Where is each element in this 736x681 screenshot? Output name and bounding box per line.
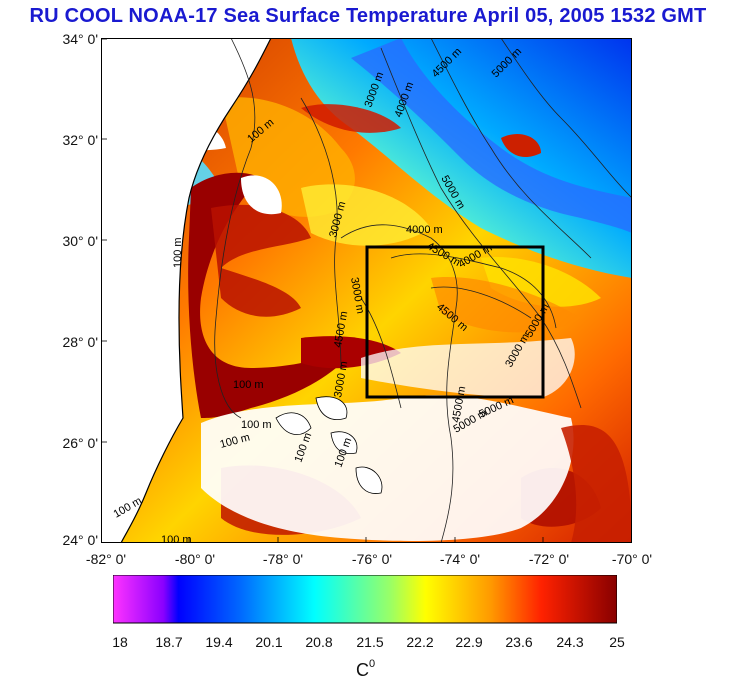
sst-map: 3000 m 4500 m 5000 m 100 m 4000 m 3000 m…: [101, 38, 632, 543]
contour-label: 4000 m: [406, 224, 443, 236]
lat-label: 30° 0': [62, 233, 98, 249]
contour-label: 100 m: [233, 379, 264, 391]
lon-label: -80° 0': [174, 551, 216, 567]
colorbar-tick: 19.4: [205, 634, 233, 650]
colorbar-tick: 20.8: [305, 634, 333, 650]
colorbar-tick: 18.7: [155, 634, 183, 650]
lat-label: 26° 0': [62, 435, 98, 451]
sst-map-canvas: 3000 m 4500 m 5000 m 100 m 4000 m 3000 m…: [101, 38, 632, 543]
contour-label: 100 m: [241, 419, 272, 431]
colorbar-tick: 20.1: [255, 634, 283, 650]
colorbar-tick: 22.2: [406, 634, 434, 650]
lat-label: 24° 0': [62, 532, 98, 548]
study-region-box: [365, 245, 545, 399]
lon-label: -74° 0': [439, 551, 481, 567]
cloud-patch: [241, 175, 282, 215]
colorbar-tick: 23.6: [505, 634, 533, 650]
coastline: [120, 38, 272, 543]
cloud-north: [141, 114, 226, 153]
lon-label: -72° 0': [528, 551, 570, 567]
gulf-stream-core: [188, 172, 351, 418]
colorbar-gradient: [112, 574, 618, 624]
lon-label: -78° 0': [262, 551, 304, 567]
unit-symbol: C: [356, 660, 369, 680]
map-title: RU COOL NOAA-17 Sea Surface Temperature …: [29, 5, 707, 27]
cloud-south: [201, 395, 574, 541]
lat-label: 34° 0': [62, 31, 98, 47]
lat-label: 28° 0': [62, 334, 98, 350]
lon-label: -76° 0': [351, 551, 393, 567]
colorbar-unit: C0: [356, 658, 376, 681]
colorbar: [112, 574, 618, 625]
colorbar-tick: 18: [112, 634, 128, 650]
unit-superscript: 0: [369, 658, 376, 670]
lat-label: 32° 0': [62, 132, 98, 148]
lon-label: -70° 0': [611, 551, 653, 567]
bathymetry-contours: [214, 38, 632, 543]
land-mainland: [101, 38, 271, 543]
lon-label: -82° 0': [85, 551, 127, 567]
colorbar-tick: 24.3: [556, 634, 584, 650]
colorbar-tick: 21.5: [356, 634, 384, 650]
colorbar-tick: 25: [609, 634, 625, 650]
contour-label: 100 m: [172, 237, 184, 268]
colorbar-tick: 22.9: [455, 634, 483, 650]
contour-label: 100 m: [161, 534, 192, 543]
